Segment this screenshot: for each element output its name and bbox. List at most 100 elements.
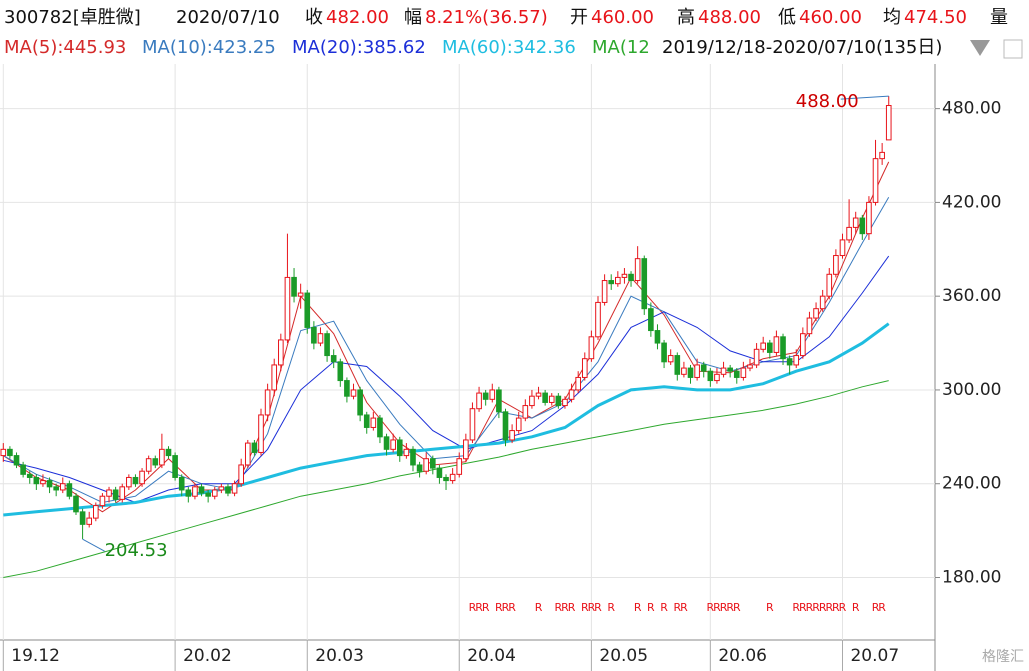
candle-body xyxy=(192,486,198,497)
r-marker: R xyxy=(792,601,800,614)
max-pointer xyxy=(840,95,889,100)
candle-body xyxy=(601,280,608,303)
candle-body xyxy=(760,342,767,350)
candle-body xyxy=(568,389,575,400)
candle-body xyxy=(251,442,258,453)
header-value: 474.50 xyxy=(904,7,967,28)
candle-body xyxy=(766,342,773,353)
candle-body xyxy=(317,333,324,344)
y-tick-label: 480.00 xyxy=(942,99,1001,119)
candle-body xyxy=(86,517,93,525)
candle-body xyxy=(555,395,562,407)
r-marker: R xyxy=(819,601,827,614)
x-tick-label: 20.06 xyxy=(718,646,767,666)
candle-body xyxy=(185,489,192,497)
candle-body xyxy=(46,480,53,488)
r-marker: R xyxy=(720,601,728,614)
ma-line xyxy=(3,197,890,504)
ma-line xyxy=(3,161,890,513)
header-value: 488.00 xyxy=(698,7,761,28)
header-label: 幅 xyxy=(404,7,422,28)
candle-body xyxy=(297,292,304,297)
r-marker: R xyxy=(726,601,734,614)
candle-body xyxy=(73,495,79,513)
candle-body xyxy=(436,467,443,478)
header-label: 收 xyxy=(305,7,323,28)
r-marker: R xyxy=(588,601,596,614)
candle-body xyxy=(740,367,747,378)
r-marker: R xyxy=(825,601,833,614)
candle-body xyxy=(694,364,700,378)
header-items: 收 482.00 幅 8.21%(36.57) 开 460.00 高 488.00 低 460.0… xyxy=(305,7,1008,28)
r-marker: R xyxy=(766,601,774,614)
candle-body xyxy=(13,455,20,466)
candle-body xyxy=(370,417,377,428)
candle-body xyxy=(218,486,225,491)
candle-body xyxy=(112,489,119,500)
r-marker: R xyxy=(799,601,807,614)
candle-body xyxy=(588,336,595,360)
candle-body xyxy=(833,255,839,275)
legend-entry: MA(12 xyxy=(592,37,650,58)
candle-body xyxy=(119,486,126,500)
candle-body xyxy=(859,217,866,235)
range-label[interactable]: 2019/12/18-2020/07/10(135日) xyxy=(662,37,942,58)
candle-body xyxy=(667,355,674,363)
candle-body xyxy=(396,439,403,457)
x-tick-label: 19.12 xyxy=(11,646,60,666)
y-tick-label: 420.00 xyxy=(942,192,1001,212)
candle-body xyxy=(416,464,423,472)
candle-body xyxy=(727,367,733,372)
r-marker: R xyxy=(647,601,655,614)
r-marker: R xyxy=(508,601,516,614)
candle-body xyxy=(0,448,7,457)
candle-body xyxy=(126,476,132,488)
candle-body xyxy=(99,495,106,507)
candle-body xyxy=(753,348,760,366)
r-marker: R xyxy=(707,601,715,614)
candle-body xyxy=(20,464,26,475)
candle-body xyxy=(515,417,522,432)
r-marker: R xyxy=(806,601,814,614)
r-marker: R xyxy=(733,601,741,614)
r-marker: R xyxy=(852,601,860,614)
candle-body xyxy=(225,486,231,494)
candle-body xyxy=(152,458,159,466)
candle-body xyxy=(198,486,205,494)
candle-body xyxy=(581,358,588,378)
candle-body xyxy=(720,367,727,375)
candle-body xyxy=(489,389,496,400)
candle-body xyxy=(159,448,165,466)
candle-body xyxy=(79,511,86,525)
candle-body xyxy=(205,492,211,497)
min-pointer xyxy=(82,538,105,552)
candle-body xyxy=(26,473,33,478)
candle-body xyxy=(165,448,172,457)
candle-body xyxy=(449,473,456,482)
settings-icon[interactable] xyxy=(1003,39,1023,59)
candle-body xyxy=(681,367,687,375)
candle-body xyxy=(806,317,813,335)
x-tick-label: 20.04 xyxy=(467,646,516,666)
header-value: 8.21%(36.57) xyxy=(425,7,548,28)
r-marker: R xyxy=(607,601,615,614)
header-value: 460.00 xyxy=(591,7,654,28)
candle-body xyxy=(211,489,218,497)
candle-body xyxy=(733,370,740,378)
candle-body xyxy=(410,448,416,466)
range-dropdown[interactable] xyxy=(970,40,990,56)
r-marker: R xyxy=(568,601,576,614)
candle-body xyxy=(304,292,311,328)
candle-body xyxy=(819,295,826,310)
legend-entry: MA(10):423.25 xyxy=(142,37,276,58)
candle-body xyxy=(595,301,601,338)
date: 2020/07/10 xyxy=(176,7,280,28)
candle-body xyxy=(33,476,40,485)
x-tick-label: 20.07 xyxy=(850,646,899,666)
candle-body xyxy=(714,373,720,382)
candle-body xyxy=(443,476,449,482)
header-label: 低 xyxy=(778,7,796,28)
header-label: 开 xyxy=(570,7,588,28)
candle-body xyxy=(780,336,786,360)
